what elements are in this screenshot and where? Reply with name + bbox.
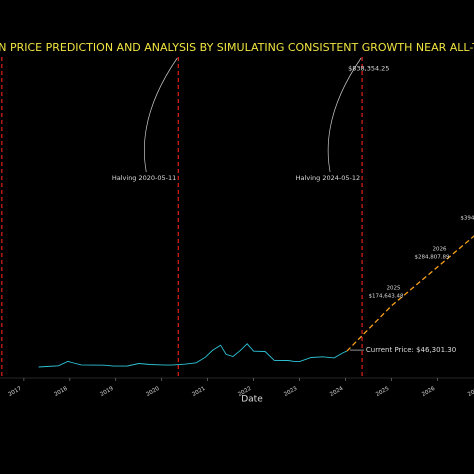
x-axis-label: Date xyxy=(241,395,263,405)
annotation: 2026 xyxy=(432,246,446,252)
annotation-arrow xyxy=(327,57,362,173)
chart-title: IN PRICE PREDICTION AND ANALYSIS BY SIMU… xyxy=(0,41,474,54)
projection-line xyxy=(346,235,474,352)
annotation: $838,354.25 xyxy=(348,65,389,73)
annotation: $284,807.89 xyxy=(414,254,449,260)
annotation: $174,643.48 xyxy=(369,293,404,299)
x-tick-label: 2027 xyxy=(467,386,474,398)
annotation: 2025 xyxy=(387,285,401,291)
price-line xyxy=(38,343,348,368)
annotation: Halving 2020-05-11 xyxy=(112,174,176,182)
annotation: $394,972.30 xyxy=(460,216,474,222)
annotation: Current Price: $46,301.30 xyxy=(366,346,456,354)
annotation: Halving 2024-05-12 xyxy=(296,174,360,182)
annotation-arrow xyxy=(144,57,178,173)
